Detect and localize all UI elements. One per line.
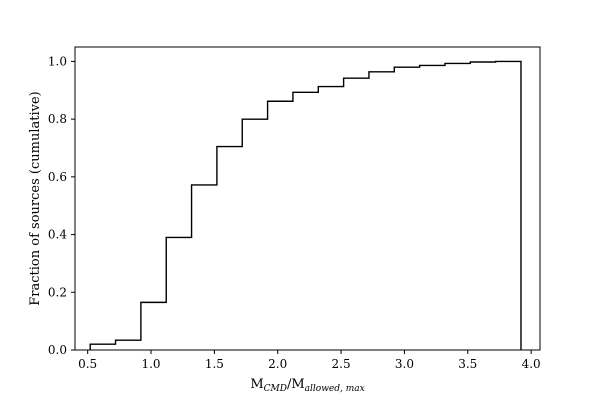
x-tick-label: 1.5 xyxy=(205,357,224,371)
x-tick-label: 2.0 xyxy=(268,357,287,371)
y-tick-label: 0.8 xyxy=(48,112,67,126)
x-label-sub2: allowed, max xyxy=(305,384,365,394)
x-tick-label: 3.5 xyxy=(458,357,477,371)
x-axis-label: MCMD/Mallowed, max xyxy=(250,377,364,394)
x-label-sub1: CMD xyxy=(264,384,287,394)
x-label-slash: /M xyxy=(287,377,305,392)
plot-frame xyxy=(74,46,541,351)
tick-labels-layer: 0.5 1.0 1.5 2.0 2.5 3.0 3.5 4.0 0.0 0.2 0.4 0.6 0.8 1… xyxy=(48,54,541,371)
x-label-base: M xyxy=(250,377,263,392)
x-tick-label: 1.0 xyxy=(141,357,160,371)
x-tick-label: 0.5 xyxy=(78,357,97,371)
y-tick-label: 0.4 xyxy=(48,228,67,242)
y-axis-label: Fraction of sources (cumulative) xyxy=(28,91,43,305)
y-tick-label: 1.0 xyxy=(48,54,67,68)
x-tick-label: 4.0 xyxy=(522,357,541,371)
cumulative-step-line xyxy=(89,60,522,350)
ticks-layer xyxy=(71,60,532,354)
y-tick-label: 0.0 xyxy=(48,343,67,357)
y-tick-label: 0.2 xyxy=(48,285,67,299)
x-tick-label: 3.0 xyxy=(395,357,414,371)
y-tick-label: 0.6 xyxy=(48,170,67,184)
x-tick-label: 2.5 xyxy=(332,357,351,371)
